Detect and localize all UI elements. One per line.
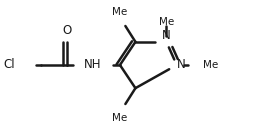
Text: Cl: Cl	[4, 58, 15, 72]
Text: Me: Me	[203, 60, 218, 70]
Text: N: N	[177, 58, 185, 72]
Text: Me: Me	[159, 17, 174, 27]
Text: O: O	[62, 24, 72, 37]
Text: Me: Me	[112, 113, 128, 123]
Text: NH: NH	[84, 58, 102, 72]
Text: N: N	[162, 29, 171, 42]
Text: Me: Me	[112, 7, 128, 17]
